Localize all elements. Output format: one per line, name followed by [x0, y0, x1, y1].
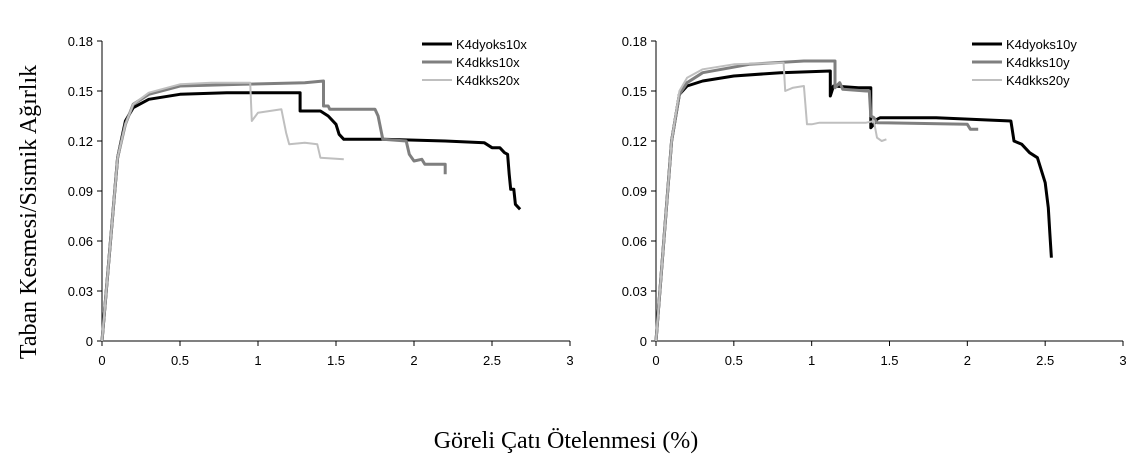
- x-tick-label: 1: [808, 353, 815, 368]
- series-line-K4dkks20x: [101, 81, 344, 342]
- y-tick-label: 0.12: [68, 134, 93, 149]
- x-tick-label: 2.5: [483, 353, 501, 368]
- x-tick-label: 2: [964, 353, 971, 368]
- x-axis-title: Göreli Çatı Ötelenmesi (%): [434, 428, 699, 454]
- y-tick-label: 0.09: [622, 184, 647, 199]
- legend-label: K4dyoks10y: [1006, 37, 1077, 52]
- legend: K4dyoks10x K4dkks10x K4dkks20x: [418, 32, 568, 96]
- y-tick-label: 0: [86, 334, 93, 349]
- chart-right-y-direction: 0 0.03 0.06 0.09 0.12 0.15 0.18 0 0.5 1 1.5 2 2.5 3 K4…: [622, 32, 1127, 368]
- series-line-K4dyoks10x: [100, 91, 522, 342]
- legend-label: K4dkks20x: [456, 73, 520, 88]
- x-tick-label: 1: [254, 353, 261, 368]
- x-tick-label: 0: [652, 353, 659, 368]
- y-axis-title: Taban Kesmesi/Sismik Ağırlık: [16, 65, 42, 359]
- y-tick-label: 0.03: [622, 284, 647, 299]
- x-tick-label: 1.5: [327, 353, 345, 368]
- legend: K4dyoks10y K4dkks10y K4dkks20y: [968, 32, 1121, 96]
- series-line-K4dyoks10y: [654, 69, 1053, 342]
- y-tick-label: 0.12: [622, 134, 647, 149]
- y-tick-label: 0.18: [622, 34, 647, 49]
- x-tick-label: 0.5: [171, 353, 189, 368]
- x-tick-label: 0.5: [725, 353, 743, 368]
- y-tick-label: 0: [640, 334, 647, 349]
- x-tick-label: 2.5: [1036, 353, 1054, 368]
- legend-label: K4dkks20y: [1006, 73, 1070, 88]
- y-tick-label: 0.09: [68, 184, 93, 199]
- chart-left-x-direction: 0 0.03 0.06 0.09 0.12 0.15 0.18 0 0.5 1 1.5 2 2.5 3 K4…: [68, 32, 574, 368]
- series-line-K4dkks10x: [100, 79, 447, 342]
- x-tick-label: 1.5: [880, 353, 898, 368]
- legend-label: K4dkks10y: [1006, 55, 1070, 70]
- y-tick-label: 0.15: [68, 84, 93, 99]
- x-tick-label: 3: [1119, 353, 1126, 368]
- series-line-K4dkks10y: [654, 59, 979, 342]
- y-tick-label: 0.06: [68, 234, 93, 249]
- x-tick-label: 3: [566, 353, 573, 368]
- legend-label: K4dkks10x: [456, 55, 520, 70]
- y-tick-label: 0.03: [68, 284, 93, 299]
- x-tick-label: 0: [98, 353, 105, 368]
- legend-label: K4dyoks10x: [456, 37, 527, 52]
- y-tick-label: 0.15: [622, 84, 647, 99]
- x-tick-label: 2: [410, 353, 417, 368]
- y-tick-label: 0.06: [622, 234, 647, 249]
- series-line-K4dkks20y: [655, 61, 887, 342]
- y-tick-label: 0.18: [68, 34, 93, 49]
